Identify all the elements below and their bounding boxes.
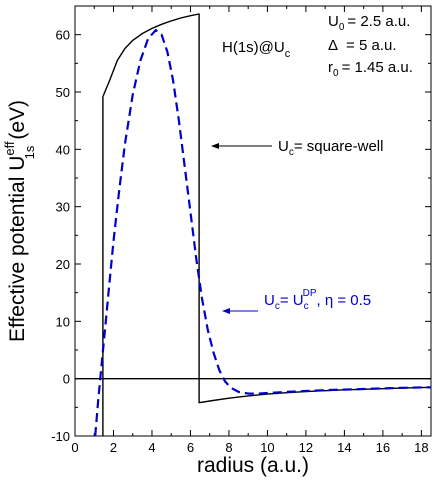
dp-arrowhead bbox=[222, 308, 230, 314]
param-r0: r0 = 1.45 a.u. bbox=[328, 59, 413, 79]
x-ticks: 0 2 4 6 8 10 12 14 16 18 bbox=[71, 6, 429, 455]
x-tick-label: 0 bbox=[71, 440, 78, 455]
square-well-label: Uc= square-well bbox=[278, 138, 383, 158]
square-well-label-a: U bbox=[278, 138, 289, 155]
system-label-main: H(1s)@U bbox=[222, 39, 285, 56]
x-tick-label: 18 bbox=[414, 440, 428, 455]
y-tick-label: 0 bbox=[63, 372, 70, 387]
series-layer bbox=[94, 13, 432, 437]
square-well-label-rest: = square-well bbox=[294, 138, 384, 155]
y-ticks: -10 0 10 20 30 40 50 60 bbox=[51, 28, 431, 444]
param-u0-sub: 0 bbox=[339, 22, 345, 33]
series-square-well-line bbox=[102, 13, 432, 436]
dp-label-a: U bbox=[264, 292, 275, 309]
system-label-sub: c bbox=[285, 48, 291, 60]
dp-label-sub-b: c bbox=[304, 301, 309, 312]
x-tick-label: 6 bbox=[187, 440, 194, 455]
series-dp-line bbox=[94, 29, 432, 437]
y-tick-label: 60 bbox=[56, 28, 70, 43]
x-tick-label: 10 bbox=[260, 440, 274, 455]
y-axis-title: Effective potential Ueff 1s (eV) bbox=[2, 100, 37, 342]
param-r0-sub: 0 bbox=[333, 68, 339, 79]
plot-frame bbox=[74, 5, 432, 437]
y-axis-title-unit: (eV) bbox=[6, 100, 29, 140]
x-tick-label: 4 bbox=[148, 440, 155, 455]
square-well-label-sub: c bbox=[289, 147, 294, 158]
y-axis-title-sub: 1s bbox=[22, 145, 37, 159]
y-axis-title-sup: eff bbox=[2, 141, 17, 156]
y-tick-label: 20 bbox=[56, 257, 70, 272]
y-tick-label: 30 bbox=[56, 200, 70, 215]
params: U0 = 2.5 a.u. Δ = 5 a.u. r0 = 1.45 a.u. bbox=[328, 13, 413, 79]
square-well-arrowhead bbox=[211, 143, 219, 149]
dp-label-eq: = U bbox=[280, 292, 304, 309]
dp-label-sup-b: DP bbox=[303, 288, 317, 299]
param-r0-rest: = 1.45 a.u. bbox=[342, 59, 413, 76]
param-u0: U0 = 2.5 a.u. bbox=[328, 13, 410, 33]
param-delta-rest: = 5 a.u. bbox=[346, 37, 396, 54]
x-tick-label: 8 bbox=[225, 440, 232, 455]
x-tick-label: 2 bbox=[110, 440, 117, 455]
y-tick-label: 10 bbox=[56, 314, 70, 329]
dp-label-rest: , η = 0.5 bbox=[317, 292, 372, 309]
dp-label-sub-a: c bbox=[275, 301, 280, 312]
param-delta: Δ = 5 a.u. bbox=[328, 37, 397, 54]
x-tick-label: 14 bbox=[337, 440, 351, 455]
y-tick-label: 40 bbox=[56, 142, 70, 157]
system-label: H(1s)@Uc bbox=[222, 39, 291, 60]
param-u0-sym: U bbox=[328, 13, 339, 30]
y-axis-title-main: Effective potential U bbox=[6, 156, 29, 342]
y-tick-label: 50 bbox=[56, 85, 70, 100]
param-delta-sym: Δ bbox=[328, 37, 338, 54]
dp-label: Uc= Uc DP, η = 0.5 bbox=[264, 288, 371, 312]
y-tick-label: -10 bbox=[51, 429, 70, 444]
param-r0-sym: r bbox=[328, 59, 333, 76]
param-u0-rest: = 2.5 a.u. bbox=[347, 13, 410, 30]
x-tick-label: 12 bbox=[299, 440, 313, 455]
x-tick-label: 16 bbox=[376, 440, 390, 455]
x-axis-title: radius (a.u.) bbox=[197, 454, 309, 477]
